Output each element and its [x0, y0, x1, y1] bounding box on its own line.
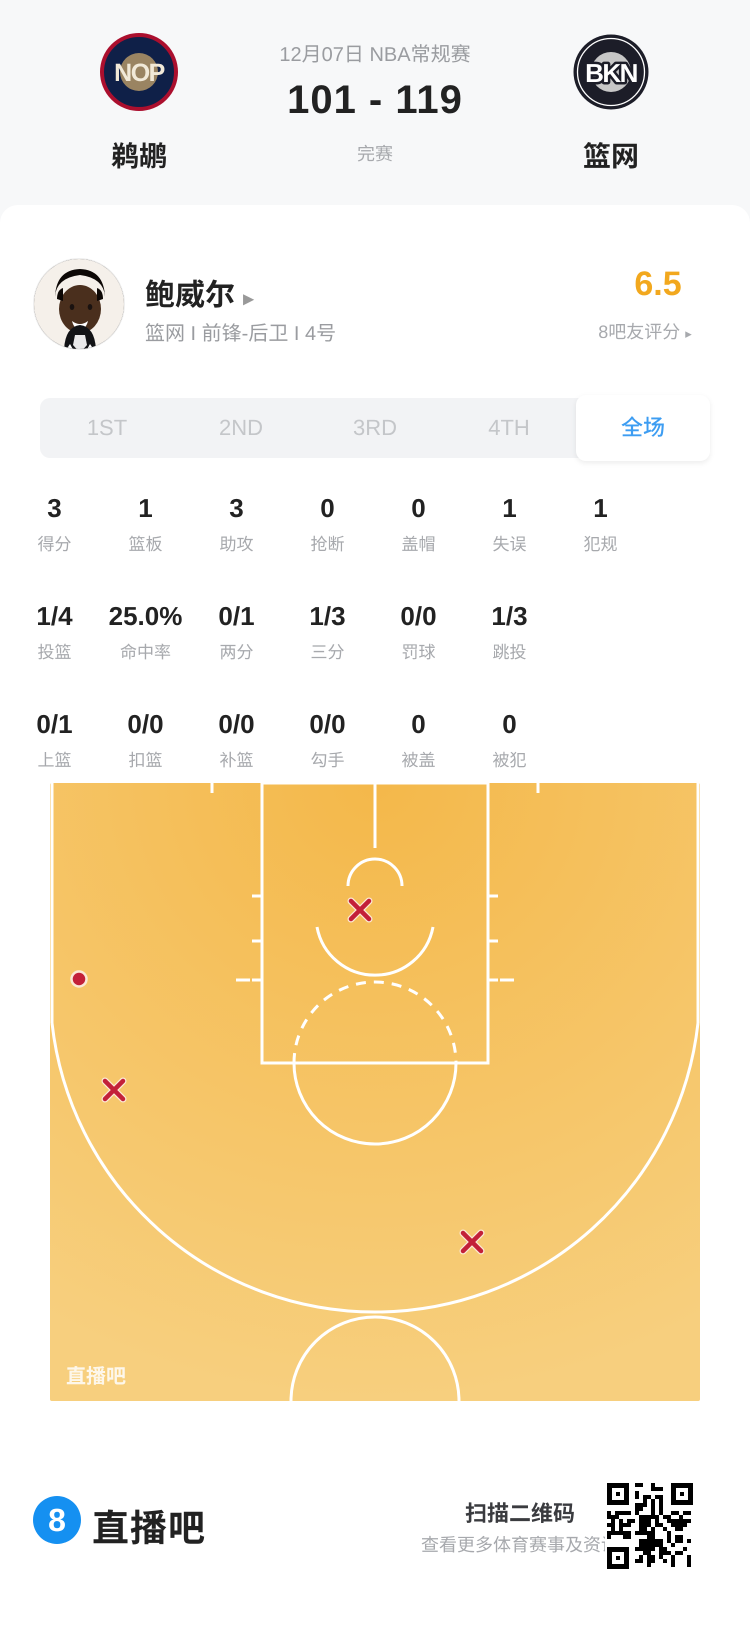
svg-text:NOP: NOP [114, 59, 165, 87]
svg-text:直播吧: 直播吧 [66, 1365, 126, 1388]
svg-text:BKN: BKN [585, 58, 638, 88]
